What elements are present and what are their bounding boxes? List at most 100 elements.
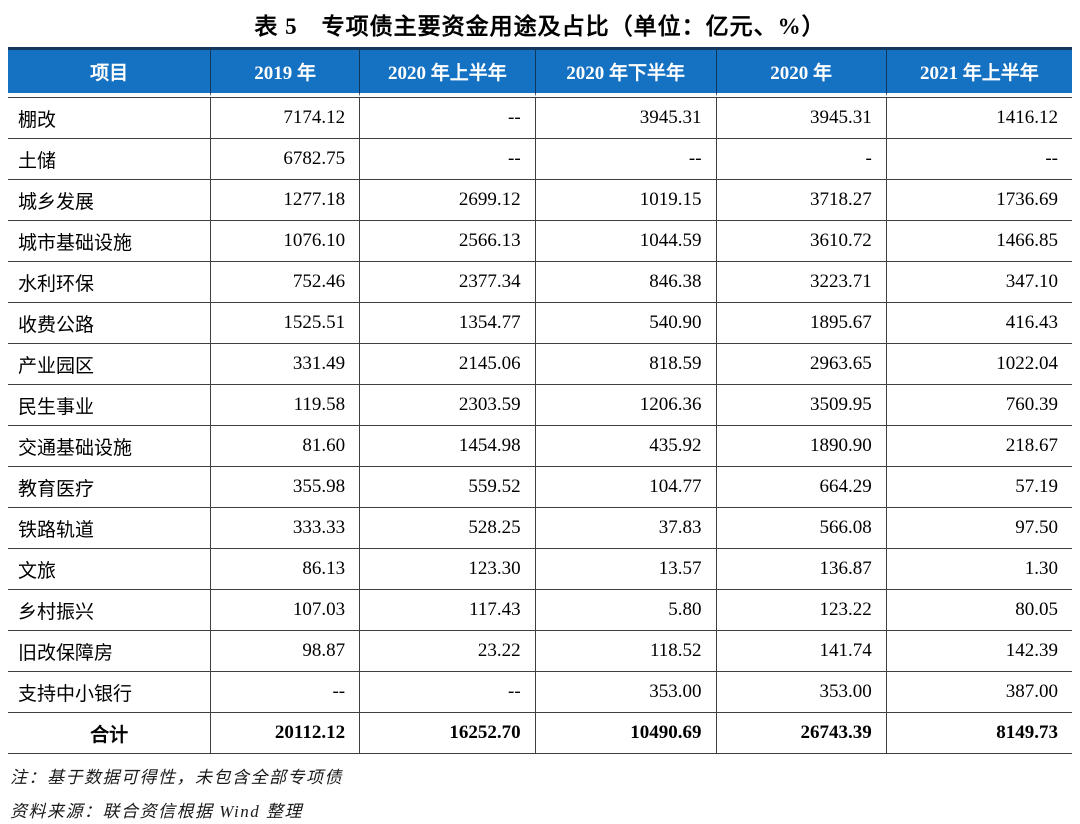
value-cell: 141.74 <box>715 631 886 672</box>
value-cell: 1454.98 <box>359 426 535 467</box>
total-row: 合计 20112.12 16252.70 10490.69 26743.39 8149.7… <box>8 713 1072 754</box>
row-label: 交通基础设施 <box>8 426 211 467</box>
row-label: 民生事业 <box>8 385 211 426</box>
value-cell: 818.59 <box>534 344 716 385</box>
value-cell: 107.03 <box>210 590 360 631</box>
value-cell: 540.90 <box>534 303 716 344</box>
value-cell: 26743.39 <box>715 713 886 754</box>
value-cell: 2963.65 <box>715 344 886 385</box>
row-label: 支持中小银行 <box>8 672 211 713</box>
table-row: 收费公路 1525.51 1354.77 540.90 1895.67 416.43 <box>8 303 1072 344</box>
value-cell: 353.00 <box>534 672 716 713</box>
row-label: 合计 <box>8 713 211 754</box>
value-cell: 1206.36 <box>534 385 716 426</box>
value-cell: 118.52 <box>534 631 716 672</box>
value-cell: 6782.75 <box>210 139 360 180</box>
value-cell: 1354.77 <box>359 303 535 344</box>
row-label: 乡村振兴 <box>8 590 211 631</box>
row-label: 城市基础设施 <box>8 221 211 262</box>
value-cell: -- <box>210 672 360 713</box>
value-cell: 20112.12 <box>210 713 360 754</box>
table-row: 乡村振兴 107.03 117.43 5.80 123.22 80.05 <box>8 590 1072 631</box>
value-cell: 81.60 <box>210 426 360 467</box>
value-cell: 3223.71 <box>715 262 886 303</box>
value-cell: 86.13 <box>210 549 360 590</box>
table-row: 棚改 7174.12 -- 3945.31 3945.31 1416.12 <box>8 97 1072 139</box>
table-row: 城乡发展 1277.18 2699.12 1019.15 3718.27 1736.69 <box>8 180 1072 221</box>
row-label: 产业园区 <box>8 344 211 385</box>
col-header-2020-h1: 2020 年上半年 <box>359 47 535 97</box>
value-cell: 3945.31 <box>715 97 886 139</box>
table-source-note: 资料来源：联合资信根据 Wind 整理 <box>10 802 303 821</box>
value-cell: 1416.12 <box>885 97 1072 139</box>
value-cell: 664.29 <box>715 467 886 508</box>
value-cell: -- <box>534 139 716 180</box>
value-cell: 331.49 <box>210 344 360 385</box>
value-cell: 3509.95 <box>715 385 886 426</box>
value-cell: 123.22 <box>715 590 886 631</box>
value-cell: 80.05 <box>885 590 1072 631</box>
value-cell: 1890.90 <box>715 426 886 467</box>
value-cell: 2566.13 <box>359 221 535 262</box>
value-cell: 1895.67 <box>715 303 886 344</box>
value-cell: 2303.59 <box>359 385 535 426</box>
col-header-2020: 2020 年 <box>715 47 886 97</box>
value-cell: 3945.31 <box>534 97 716 139</box>
value-cell: 5.80 <box>534 590 716 631</box>
value-cell: 97.50 <box>885 508 1072 549</box>
value-cell: 119.58 <box>210 385 360 426</box>
value-cell: 387.00 <box>885 672 1072 713</box>
table-row: 教育医疗 355.98 559.52 104.77 664.29 57.19 <box>8 467 1072 508</box>
value-cell: 16252.70 <box>359 713 535 754</box>
value-cell: 7174.12 <box>210 97 360 139</box>
value-cell: - <box>715 139 886 180</box>
value-cell: 23.22 <box>359 631 535 672</box>
value-cell: 347.10 <box>885 262 1072 303</box>
table-notes: 注：基于数据可得性，未包含全部专项债 资料来源：联合资信根据 Wind 整理 <box>8 754 1072 822</box>
value-cell: 1736.69 <box>885 180 1072 221</box>
value-cell: 98.87 <box>210 631 360 672</box>
value-cell: 3718.27 <box>715 180 886 221</box>
value-cell: 760.39 <box>885 385 1072 426</box>
value-cell: 1525.51 <box>210 303 360 344</box>
col-header-item: 项目 <box>8 47 211 97</box>
value-cell: 2699.12 <box>359 180 535 221</box>
row-label: 水利环保 <box>8 262 211 303</box>
header-row: 项目 2019 年 2020 年上半年 2020 年下半年 2020 年 202… <box>8 47 1072 97</box>
value-cell: 559.52 <box>359 467 535 508</box>
value-cell: 435.92 <box>534 426 716 467</box>
value-cell: 37.83 <box>534 508 716 549</box>
value-cell: 57.19 <box>885 467 1072 508</box>
value-cell: 752.46 <box>210 262 360 303</box>
table-row: 支持中小银行 -- -- 353.00 353.00 387.00 <box>8 672 1072 713</box>
value-cell: 3610.72 <box>715 221 886 262</box>
special-bond-usage-table: 项目 2019 年 2020 年上半年 2020 年下半年 2020 年 202… <box>8 47 1072 754</box>
table-row: 文旅 86.13 123.30 13.57 136.87 1.30 <box>8 549 1072 590</box>
value-cell: 1466.85 <box>885 221 1072 262</box>
value-cell: 1277.18 <box>210 180 360 221</box>
value-cell: 528.25 <box>359 508 535 549</box>
value-cell: 846.38 <box>534 262 716 303</box>
value-cell: 1019.15 <box>534 180 716 221</box>
value-cell: 416.43 <box>885 303 1072 344</box>
value-cell: 355.98 <box>210 467 360 508</box>
value-cell: -- <box>885 139 1072 180</box>
row-label: 收费公路 <box>8 303 211 344</box>
value-cell: 117.43 <box>359 590 535 631</box>
value-cell: 353.00 <box>715 672 886 713</box>
table-row: 旧改保障房 98.87 23.22 118.52 141.74 142.39 <box>8 631 1072 672</box>
value-cell: 2145.06 <box>359 344 535 385</box>
value-cell: 1076.10 <box>210 221 360 262</box>
row-label: 城乡发展 <box>8 180 211 221</box>
value-cell: 123.30 <box>359 549 535 590</box>
table-row: 产业园区 331.49 2145.06 818.59 2963.65 1022.04 <box>8 344 1072 385</box>
row-label: 铁路轨道 <box>8 508 211 549</box>
value-cell: 136.87 <box>715 549 886 590</box>
row-label: 土储 <box>8 139 211 180</box>
table-row: 城市基础设施 1076.10 2566.13 1044.59 3610.72 1466.8… <box>8 221 1072 262</box>
table-row: 交通基础设施 81.60 1454.98 435.92 1890.90 218.67 <box>8 426 1072 467</box>
table-row: 土储 6782.75 -- -- - -- <box>8 139 1072 180</box>
value-cell: 142.39 <box>885 631 1072 672</box>
table-row: 民生事业 119.58 2303.59 1206.36 3509.95 760.39 <box>8 385 1072 426</box>
